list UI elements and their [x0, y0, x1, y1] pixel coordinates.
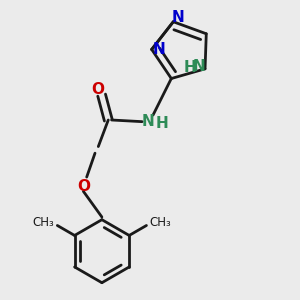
- Text: N: N: [172, 10, 184, 25]
- Text: N: N: [193, 59, 206, 74]
- Text: CH₃: CH₃: [150, 216, 172, 229]
- Text: O: O: [77, 179, 90, 194]
- Text: O: O: [91, 82, 104, 97]
- Text: N: N: [142, 114, 154, 129]
- Text: H: H: [184, 60, 196, 75]
- Text: N: N: [153, 42, 165, 57]
- Text: CH₃: CH₃: [32, 216, 54, 229]
- Text: H: H: [156, 116, 168, 131]
